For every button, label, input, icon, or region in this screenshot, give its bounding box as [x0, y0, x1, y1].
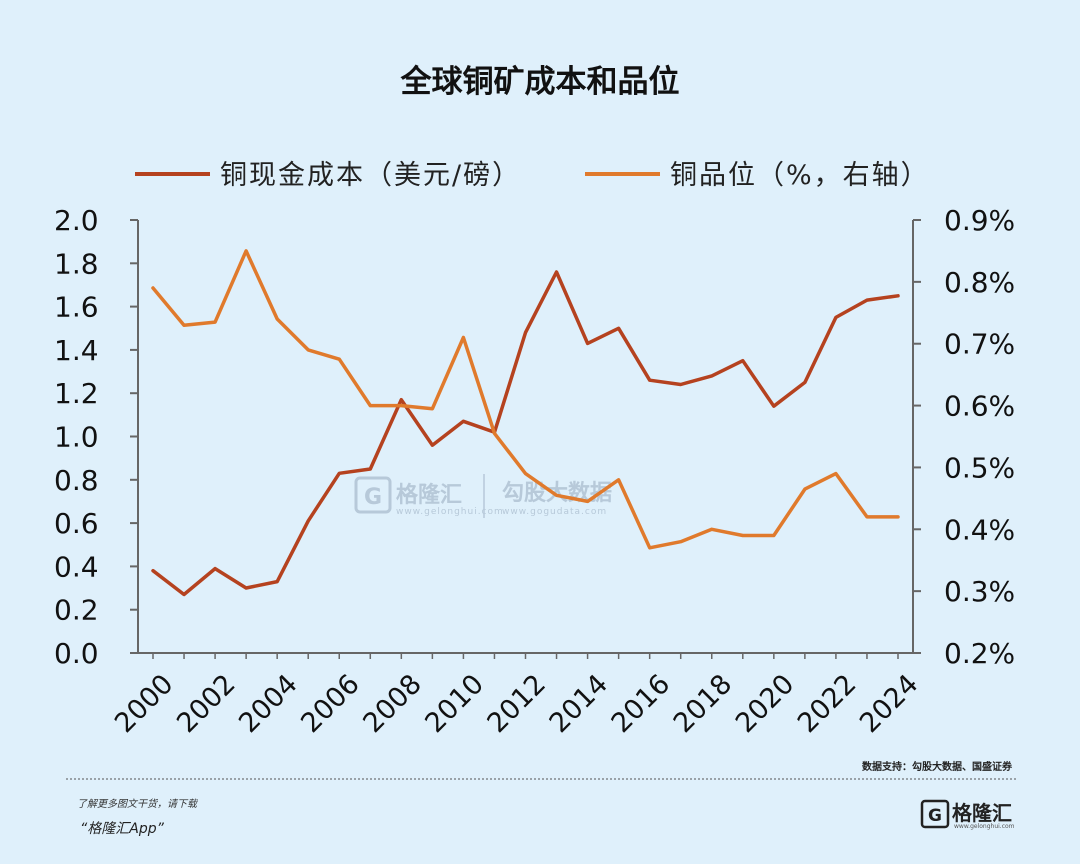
left-tick-label: 0.8 [54, 464, 99, 497]
footer-app-name: “格隆汇App” [80, 821, 165, 837]
x-tick-label: 2000 [109, 669, 180, 740]
right-tick-label: 0.5% [944, 451, 1015, 484]
series-lines [151, 249, 900, 597]
x-tick-label: 2024 [854, 669, 925, 740]
watermark-brand-url: www.gelonghui.com [396, 507, 504, 517]
x-tick-label: 2018 [668, 669, 739, 740]
left-axis-ticks: 0.0 0.2 0.4 0.6 0.8 1.0 1.2 1.4 1.6 1.8 2.0 [54, 204, 138, 670]
x-tick-label: 2022 [792, 669, 863, 740]
x-tick-label: 2010 [419, 669, 490, 740]
legend: 铜现金成本（美元/磅） 铜品位（%，右轴） [135, 160, 930, 191]
x-tick-label: 2004 [233, 669, 304, 740]
footer-line1: 了解更多图文干货，请下载 [77, 798, 199, 810]
watermark-brand: 格隆汇 [396, 482, 462, 508]
footer-logo-icon: G [920, 799, 950, 829]
x-tick-label: 2008 [357, 669, 428, 740]
right-tick-label: 0.2% [944, 637, 1015, 670]
left-tick-label: 0.6 [54, 507, 99, 540]
source-note: 数据支持：勾股大数据、国盛证券 [862, 760, 1013, 773]
svg-text:G: G [928, 806, 942, 826]
right-tick-label: 0.9% [944, 204, 1015, 237]
left-tick-label: 1.0 [54, 421, 99, 454]
watermark: G 格隆汇 www.gelonghui.com 勾股大数据 www.goguda… [354, 474, 612, 518]
watermark-brand2-url: www.gogudata.com [502, 507, 607, 517]
watermark-logo-icon: G [354, 476, 392, 514]
left-tick-label: 2.0 [54, 204, 99, 237]
left-tick-label: 1.4 [54, 334, 99, 367]
right-tick-label: 0.8% [944, 266, 1015, 299]
right-tick-label: 0.7% [944, 328, 1015, 361]
right-tick-label: 0.6% [944, 390, 1015, 423]
left-tick-label: 1.8 [54, 247, 99, 280]
left-tick-label: 1.6 [54, 291, 99, 324]
watermark-brand2: 勾股大数据 [502, 480, 612, 506]
left-tick-label: 0.4 [54, 550, 99, 583]
right-axis-ticks: 0.2% 0.3% 0.4% 0.5% 0.6% 0.7% 0.8% 0.9% [913, 204, 1015, 670]
right-tick-label: 0.3% [944, 575, 1015, 608]
left-tick-label: 0.0 [54, 637, 99, 670]
svg-text:G: G [364, 485, 382, 510]
left-tick-label: 1.2 [54, 377, 99, 410]
x-axis-ticks: 2000200220042006200820102012201420162018… [109, 653, 925, 739]
x-tick-label: 2014 [544, 669, 615, 740]
right-tick-label: 0.4% [944, 513, 1015, 546]
x-tick-label: 2020 [730, 669, 801, 740]
chart-title: 全球铜矿成本和品位 [400, 64, 680, 100]
series-line-cash-cost [151, 270, 900, 597]
series-line-ore-grade [151, 249, 900, 550]
x-tick-label: 2006 [295, 669, 366, 740]
left-tick-label: 0.2 [54, 594, 99, 627]
footer-logo-text: 格隆汇 [952, 801, 1012, 825]
legend-label-cost: 铜现金成本（美元/磅） [220, 160, 521, 191]
x-tick-label: 2016 [606, 669, 677, 740]
footer-logo: G 格隆汇 www.gelonghui.com [920, 799, 1015, 830]
legend-label-grade: 铜品位（%，右轴） [670, 160, 930, 191]
footer-logo-url: www.gelonghui.com [954, 823, 1015, 830]
x-tick-label: 2012 [482, 669, 553, 740]
x-tick-label: 2002 [171, 669, 242, 740]
